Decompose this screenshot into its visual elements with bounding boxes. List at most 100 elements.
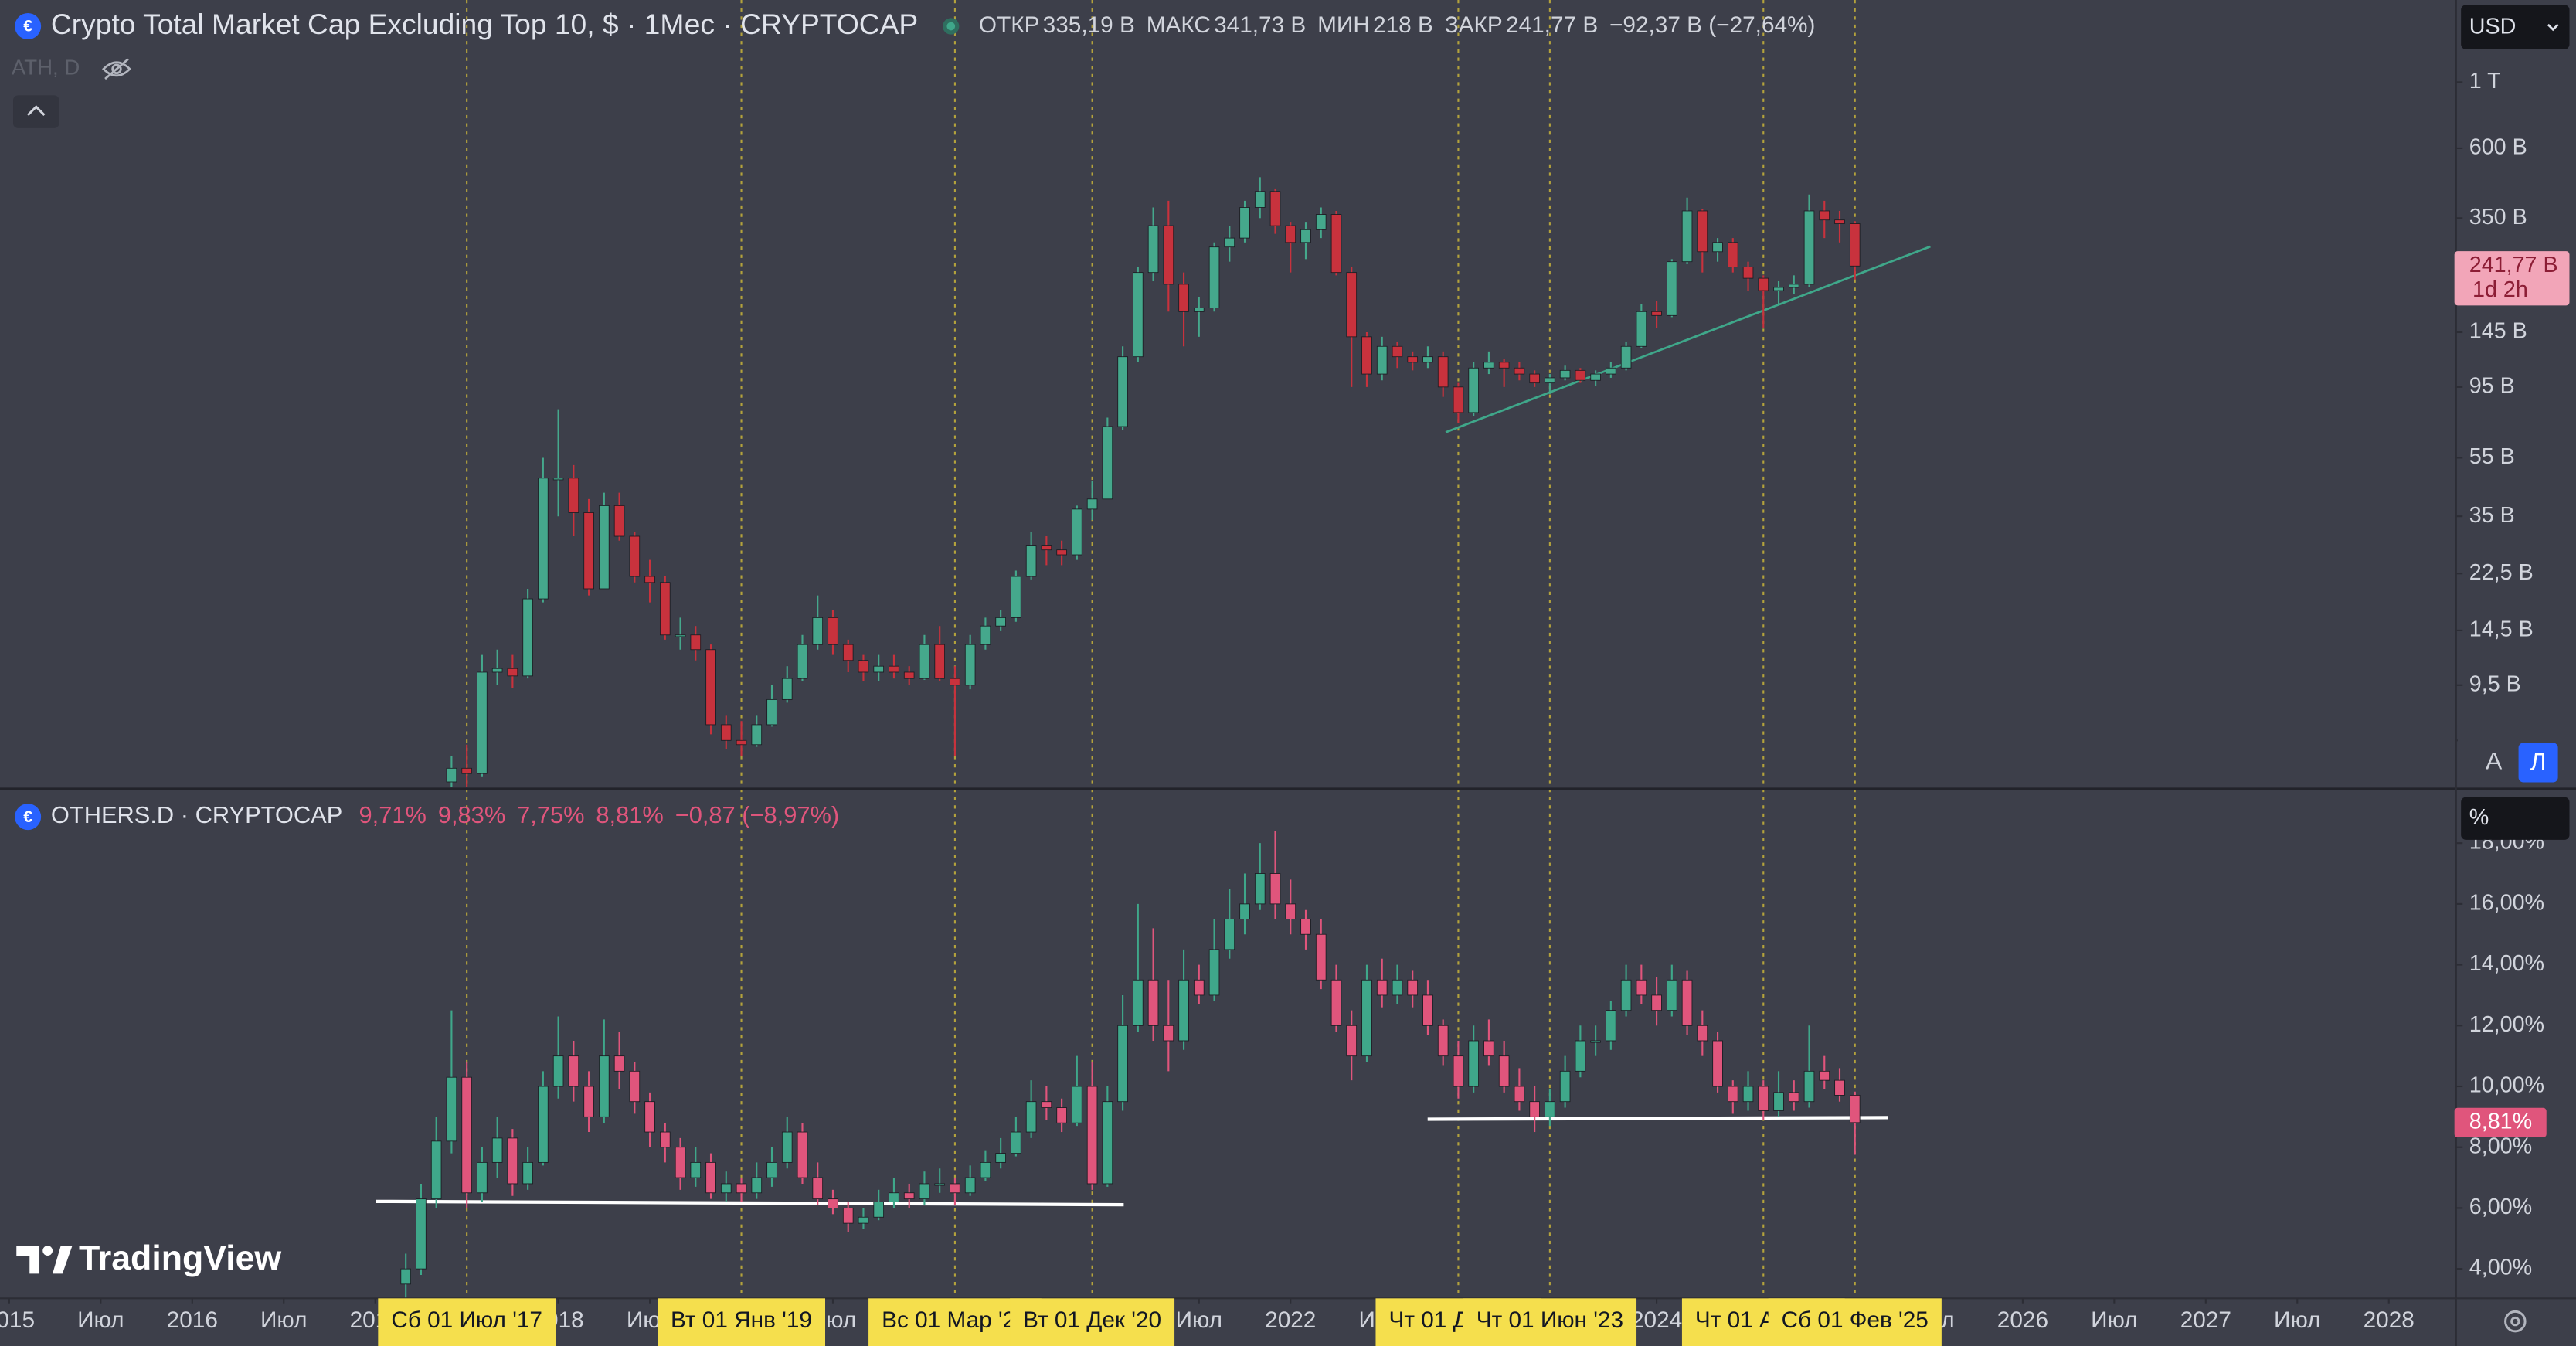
symbol-logo-glyph: € [23, 807, 32, 826]
log-scale-button-bg[interactable] [2518, 743, 2558, 783]
x-tick-label: Июл [77, 1307, 124, 1333]
candle-body [690, 1161, 702, 1178]
candle-body [583, 512, 594, 590]
candle-body [934, 1183, 945, 1186]
y-tick-label: 10,00% [2469, 1073, 2544, 1098]
legend-key: МИН [1317, 12, 1370, 38]
y-tick-label: 12,00% [2469, 1012, 2544, 1037]
log-scale-button[interactable]: Л [2530, 747, 2547, 775]
unit-select[interactable]: % [2469, 805, 2489, 830]
candle-body [507, 1137, 518, 1185]
candle-body [1742, 1086, 1754, 1103]
y-tick-label: 16,00% [2469, 890, 2544, 915]
candle-body [1773, 1092, 1784, 1111]
candle-body [1681, 210, 1693, 263]
candle-body [1315, 214, 1327, 230]
legend-change: −92,37 B (−27,64%) [1609, 12, 1815, 38]
candle-body [1330, 214, 1342, 274]
candle-body [1453, 386, 1464, 413]
crosshair-label-text: Вт 01 Янв '19 [671, 1307, 812, 1333]
candle-body [1407, 979, 1419, 996]
x-tick-label: Июл [260, 1307, 307, 1333]
candle-body [1514, 1086, 1525, 1103]
settings-icon[interactable] [2504, 1310, 2527, 1333]
y-tick-label: 8,00% [2469, 1134, 2532, 1158]
crosshair-label-bg [1463, 1298, 1637, 1346]
crosshair-label-text: Вс 01 Мар '20 [882, 1307, 1028, 1333]
auto-scale-button[interactable]: A [2486, 746, 2503, 774]
candle-body [522, 598, 533, 677]
candle-body [1422, 356, 1433, 363]
candle-body [599, 505, 610, 590]
candle-body [1147, 979, 1159, 1026]
candle-body [797, 644, 808, 679]
candle-body [1025, 1101, 1037, 1133]
axes: 2015Июл2016Июл2017Июл2018Июл2019Июл2020И… [0, 69, 2570, 1333]
candle-body [1269, 873, 1281, 905]
candle-body [1849, 223, 1861, 267]
candle-body [1590, 373, 1601, 381]
candle-body [1590, 1040, 1601, 1043]
candle-body [1330, 979, 1342, 1026]
candle-body [705, 1161, 716, 1194]
candle-body [828, 617, 838, 645]
candle-body [781, 1131, 793, 1163]
candle-body [538, 1086, 549, 1163]
candle-body [446, 1076, 457, 1142]
candle-body [797, 1131, 808, 1178]
visibility-icon[interactable] [101, 58, 131, 80]
collapse-button[interactable] [13, 95, 59, 128]
candle-body [491, 668, 503, 673]
x-tick-label: Июл [2274, 1307, 2320, 1333]
x-tick-label: 2028 [2364, 1307, 2415, 1333]
legend-value: 241,77 B [1506, 12, 1598, 38]
candle-body [1620, 979, 1632, 1011]
crosshair-label: Вт 01 Дек '20 [1010, 1298, 1175, 1346]
indicator-label[interactable]: ATH, D [12, 56, 80, 80]
crosshair-label: Вт 01 Янв '19 [658, 1298, 826, 1346]
y-tick-label: 4,00% [2469, 1256, 2532, 1280]
candle-body [1056, 1107, 1067, 1123]
candle-body [1773, 287, 1784, 291]
unit-select-bg[interactable] [2461, 797, 2570, 840]
candle-body [1300, 919, 1311, 935]
currency-select-bg[interactable] [2461, 5, 2570, 49]
candle-body [1102, 426, 1113, 500]
y-tick-label: 1 T [2469, 69, 2501, 93]
candle-body [1163, 1025, 1174, 1042]
candle-body [1086, 498, 1098, 510]
candle-body [766, 698, 777, 726]
candle-body [477, 671, 488, 774]
currency-select[interactable]: USD [2469, 15, 2517, 39]
candle-body [1727, 242, 1738, 267]
candle-body [812, 1177, 824, 1200]
candle-body [873, 1202, 885, 1218]
candle-body [1224, 237, 1235, 248]
candle-body [1819, 1070, 1830, 1081]
currency-chevron[interactable] [2547, 23, 2559, 32]
crosshair-label: Сб 01 Июл '17 [378, 1298, 556, 1346]
candle-body [400, 1268, 411, 1285]
candle-body [751, 1177, 763, 1194]
candle-body [644, 1101, 655, 1133]
candle-body [766, 1161, 777, 1178]
symbol-logo [15, 804, 42, 831]
candle-body [1178, 979, 1189, 1042]
candle-body [1239, 207, 1250, 239]
candle-body [583, 1086, 594, 1117]
crosshair-label-text: Чт 01 Июн '23 [1477, 1307, 1623, 1333]
candle-body [1193, 979, 1205, 996]
crosshair-label-text: Сб 01 Июл '17 [391, 1307, 542, 1333]
candle-body [1834, 1079, 1845, 1096]
candle-body [903, 671, 915, 679]
candle-body [1133, 979, 1144, 1026]
y-tick-label: 9,5 B [2469, 671, 2521, 696]
candle-body [1422, 994, 1433, 1026]
candle-body [889, 665, 899, 673]
price-pane [446, 177, 1931, 787]
ohlc-legend: ОТКР 335,19 B МАКС 341,73 B МИН 218 B ЗАКР 241,… [943, 12, 1815, 38]
crosshair-label-text: Вт 01 Дек '20 [1023, 1307, 1161, 1333]
candle-body [1072, 508, 1082, 556]
x-tick-label: 2024 [1631, 1307, 1682, 1333]
